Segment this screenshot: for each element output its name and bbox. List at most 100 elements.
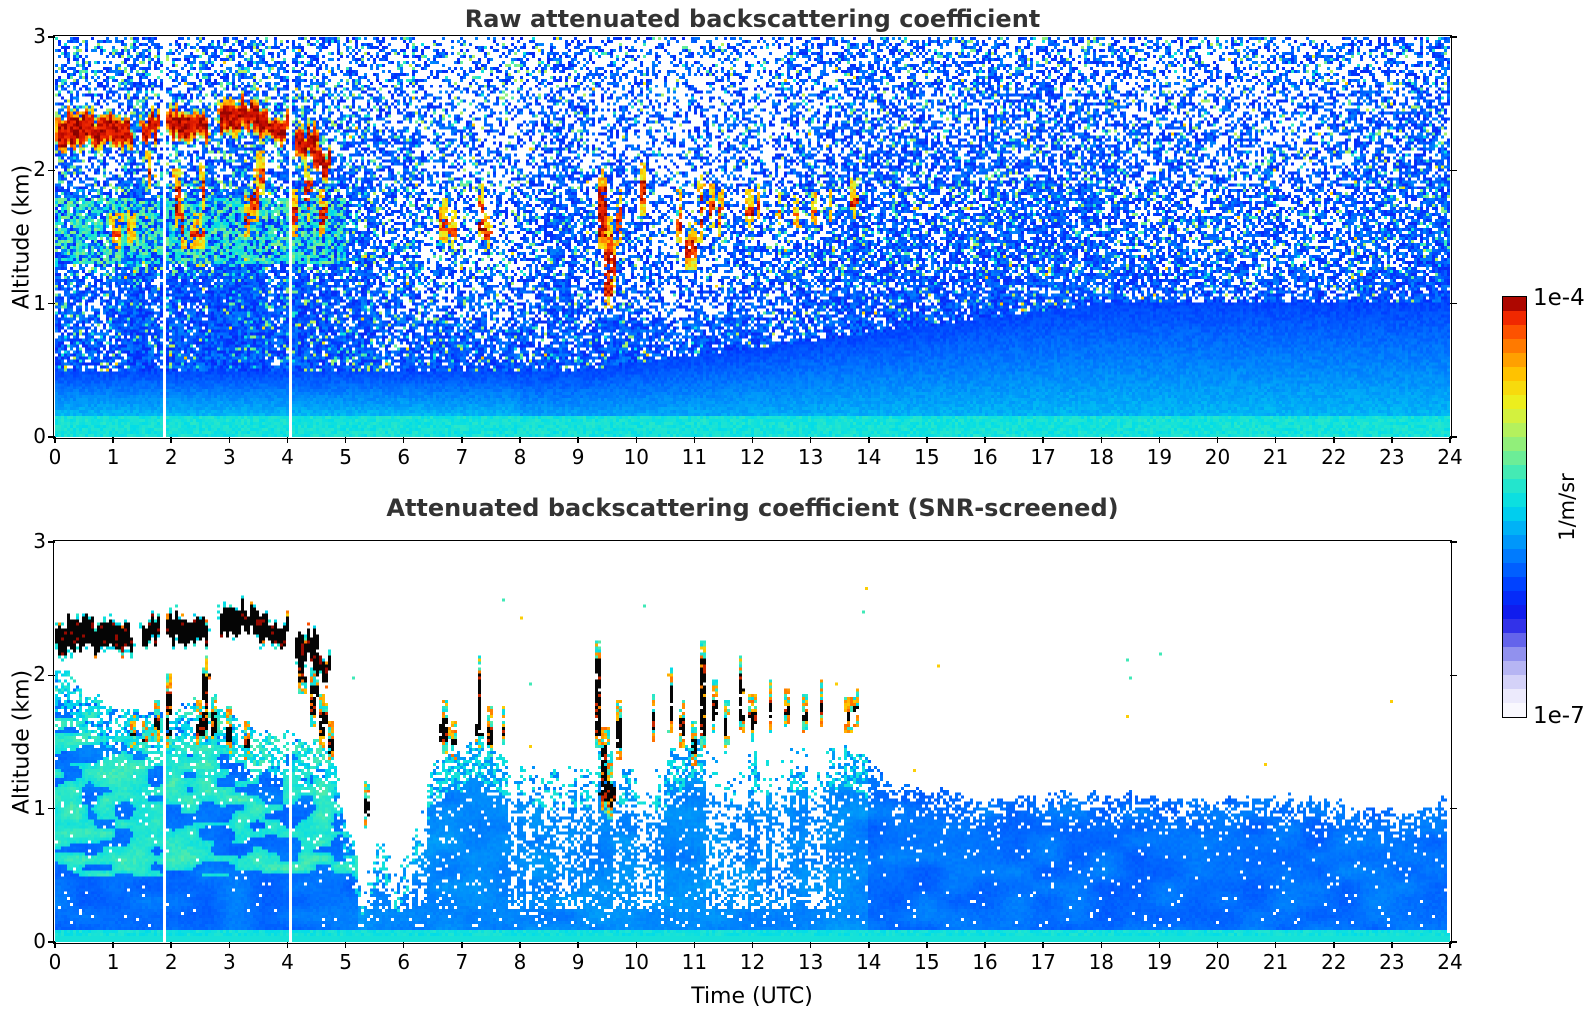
y-tick-mark bbox=[48, 674, 55, 677]
x-tick-mark bbox=[1100, 942, 1103, 948]
colorbar-min-label: 1e-7 bbox=[1533, 703, 1585, 729]
x-tick-label: 19 bbox=[1146, 950, 1173, 974]
x-tick-label: 17 bbox=[1030, 950, 1056, 974]
x-tick-label: 1 bbox=[106, 445, 120, 469]
y-tick-mark-right bbox=[1450, 807, 1457, 810]
x-tick-mark bbox=[577, 437, 579, 443]
x-tick-label: 9 bbox=[571, 445, 585, 469]
x-tick-mark bbox=[1333, 437, 1335, 443]
x-tick-mark bbox=[1449, 437, 1451, 443]
y-tick-mark-right bbox=[1450, 169, 1457, 172]
x-tick-label: 10 bbox=[623, 950, 650, 974]
x-tick-mark bbox=[809, 942, 812, 948]
y-tick-label: 0 bbox=[33, 929, 46, 953]
x-tick-mark bbox=[868, 437, 870, 443]
colorbar-max-label: 1e-4 bbox=[1533, 285, 1585, 311]
x-axis-label: Time (UTC) bbox=[691, 984, 813, 1009]
x-tick-mark bbox=[402, 437, 405, 443]
x-tick-mark bbox=[228, 437, 231, 443]
x-tick-label: 11 bbox=[681, 950, 708, 974]
x-tick-label: 24 bbox=[1437, 445, 1463, 469]
x-tick-label: 20 bbox=[1204, 950, 1231, 974]
x-tick-label: 19 bbox=[1146, 445, 1173, 469]
x-tick-mark bbox=[1216, 942, 1219, 948]
x-tick-mark bbox=[1391, 437, 1393, 443]
y-tick-mark bbox=[48, 169, 55, 172]
x-tick-mark bbox=[926, 437, 928, 443]
x-tick-mark bbox=[286, 437, 289, 443]
x-tick-mark bbox=[693, 942, 696, 948]
x-tick-mark bbox=[868, 942, 870, 948]
x-tick-mark bbox=[54, 437, 56, 443]
y-tick-label: 2 bbox=[33, 662, 46, 687]
x-tick-label: 11 bbox=[681, 445, 708, 469]
x-tick-label: 18 bbox=[1088, 445, 1115, 469]
y-tick-mark bbox=[48, 436, 55, 438]
x-tick-label: 7 bbox=[455, 950, 469, 974]
x-tick-mark bbox=[693, 437, 696, 443]
x-tick-mark bbox=[635, 942, 638, 948]
x-tick-mark bbox=[1274, 437, 1277, 443]
x-tick-mark bbox=[344, 942, 347, 948]
x-tick-label: 16 bbox=[972, 950, 998, 974]
y-tick-mark bbox=[48, 302, 55, 305]
x-tick-mark bbox=[344, 437, 347, 443]
x-tick-mark bbox=[170, 437, 172, 443]
bottom-heatmap-canvas bbox=[55, 542, 1450, 942]
x-tick-label: 9 bbox=[571, 950, 585, 974]
x-tick-mark bbox=[1216, 437, 1219, 443]
x-tick-label: 14 bbox=[856, 950, 882, 974]
x-tick-label: 5 bbox=[339, 445, 352, 469]
y-tick-label: 1 bbox=[33, 290, 46, 315]
x-tick-label: 15 bbox=[914, 445, 940, 469]
x-tick-label: 3 bbox=[223, 445, 236, 469]
y-tick-mark-right bbox=[1450, 302, 1457, 305]
x-tick-label: 12 bbox=[739, 445, 766, 469]
x-tick-label: 1 bbox=[106, 950, 120, 974]
x-tick-label: 22 bbox=[1321, 950, 1347, 974]
y-tick-mark-right bbox=[1450, 674, 1457, 677]
x-tick-label: 13 bbox=[797, 950, 824, 974]
x-tick-label: 8 bbox=[513, 950, 527, 974]
x-tick-mark bbox=[1333, 942, 1335, 948]
y-tick-mark bbox=[48, 36, 55, 38]
x-tick-label: 21 bbox=[1262, 445, 1289, 469]
x-tick-mark bbox=[1158, 437, 1161, 443]
y-tick-mark-right bbox=[1450, 36, 1457, 38]
x-tick-label: 17 bbox=[1030, 445, 1056, 469]
x-tick-mark bbox=[228, 942, 231, 948]
y-tick-label: 0 bbox=[33, 424, 46, 448]
x-tick-label: 12 bbox=[739, 950, 766, 974]
x-tick-label: 20 bbox=[1204, 445, 1231, 469]
x-tick-label: 8 bbox=[513, 445, 527, 469]
x-tick-mark bbox=[112, 942, 114, 948]
x-tick-label: 24 bbox=[1437, 950, 1463, 974]
x-tick-mark bbox=[751, 942, 754, 948]
x-tick-mark bbox=[170, 942, 172, 948]
x-tick-mark bbox=[461, 437, 463, 443]
x-tick-label: 21 bbox=[1262, 950, 1289, 974]
x-tick-label: 6 bbox=[397, 445, 411, 469]
x-tick-mark bbox=[809, 437, 812, 443]
x-tick-label: 18 bbox=[1088, 950, 1115, 974]
x-tick-label: 5 bbox=[339, 950, 352, 974]
x-tick-mark bbox=[402, 942, 405, 948]
x-tick-mark bbox=[1449, 942, 1451, 948]
x-tick-mark bbox=[286, 942, 289, 948]
x-tick-mark bbox=[1274, 942, 1277, 948]
x-tick-label: 22 bbox=[1321, 445, 1347, 469]
x-tick-label: 15 bbox=[914, 950, 940, 974]
x-tick-label: 2 bbox=[164, 445, 178, 469]
x-tick-mark bbox=[519, 942, 521, 948]
x-tick-mark bbox=[112, 437, 114, 443]
x-tick-mark bbox=[1100, 437, 1103, 443]
x-tick-label: 0 bbox=[48, 445, 62, 469]
y-tick-mark bbox=[48, 941, 55, 943]
x-tick-label: 7 bbox=[455, 445, 469, 469]
x-tick-label: 0 bbox=[48, 950, 62, 974]
top-heatmap-canvas bbox=[55, 37, 1450, 437]
x-tick-mark bbox=[577, 942, 579, 948]
y-tick-mark-right bbox=[1450, 541, 1457, 543]
x-tick-label: 23 bbox=[1379, 950, 1405, 974]
